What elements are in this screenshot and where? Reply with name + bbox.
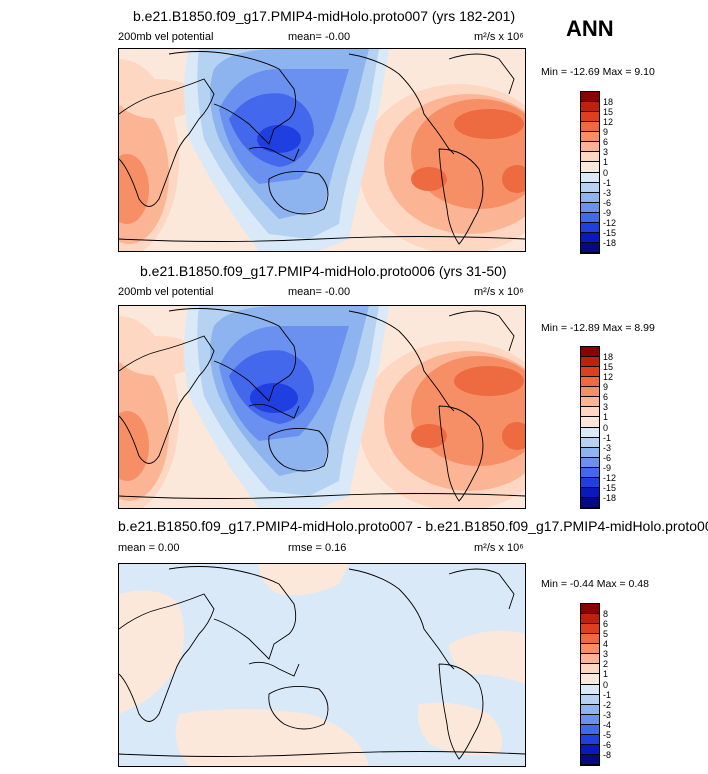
- panel-3-colorbar: 8 6 5 4 3 2 1 0 -1 -2 -3 -4 -5 -6 -8: [580, 603, 611, 766]
- colorbar-label: 15: [603, 107, 614, 117]
- colorbar-label: 9: [603, 382, 609, 392]
- colorbar-label: -3: [603, 710, 612, 720]
- colorbar-label: 18: [603, 352, 614, 362]
- colorbar-label: 12: [603, 372, 614, 382]
- colorbar-label: 0: [603, 680, 609, 690]
- colorbar-label: -9: [603, 208, 612, 218]
- panel-1-units: m²/s x 10⁶: [474, 31, 524, 43]
- panel-2-center-label: mean= -0.00: [288, 286, 351, 298]
- colorbar-label: -6: [603, 740, 612, 750]
- colorbar-label: 0: [603, 168, 609, 178]
- colorbar-label: -12: [603, 473, 617, 483]
- colorbar-label: 6: [603, 392, 609, 402]
- colorbar-label: 1: [603, 157, 609, 167]
- colorbar-label: 2: [603, 659, 609, 669]
- panel-3-map: [118, 563, 526, 767]
- panel-1-minmax: Min = -12.69 Max = 9.10: [541, 66, 655, 78]
- panel-3-mean-label: mean = 0.00: [118, 542, 180, 554]
- colorbar-label: -6: [603, 453, 612, 463]
- colorbar-label: -5: [603, 730, 612, 740]
- colorbar-label: -9: [603, 463, 612, 473]
- colorbar-label: -4: [603, 720, 612, 730]
- panel-2-left-label: 200mb vel potential: [118, 286, 214, 298]
- colorbar-label: -3: [603, 443, 612, 453]
- panel-2-minmax: Min = -12.89 Max = 8.99: [541, 322, 655, 334]
- colorbar-label: 1: [603, 412, 609, 422]
- colorbar-label: -18: [603, 493, 617, 503]
- panel-2-colorbar: 18 15 12 9 6 3 1 0 -1 -3 -6 -9 -12 -15 -…: [580, 346, 616, 509]
- panel-3-title: b.e21.B1850.f09_g17.PMIP4-midHolo.proto0…: [118, 518, 708, 534]
- colorbar-label: -12: [603, 218, 617, 228]
- colorbar-label: 1: [603, 669, 609, 679]
- season-label: ANN: [566, 16, 614, 41]
- colorbar-label: -6: [603, 198, 612, 208]
- panel-2-map: [118, 305, 526, 509]
- panel-1-center-label: mean= -0.00: [288, 31, 351, 43]
- panel-1-title: b.e21.B1850.f09_g17.PMIP4-midHolo.proto0…: [133, 8, 516, 24]
- colorbar-label: 6: [603, 137, 609, 147]
- panel-3-units: m²/s x 10⁶: [474, 542, 524, 554]
- panel-2-title: b.e21.B1850.f09_g17.PMIP4-midHolo.proto0…: [140, 263, 507, 279]
- colorbar-label: -3: [603, 188, 612, 198]
- colorbar-label: -15: [603, 228, 617, 238]
- colorbar-label: -8: [603, 750, 612, 760]
- colorbar-label: 12: [603, 117, 614, 127]
- panel-3-minmax: Min = -0.44 Max = 0.48: [541, 578, 649, 590]
- colorbar-label: -1: [603, 433, 612, 443]
- colorbar-label: -18: [603, 238, 617, 248]
- colorbar-label: -1: [603, 178, 612, 188]
- colorbar-label: -2: [603, 700, 612, 710]
- panel-1-map: [118, 48, 526, 252]
- panel-2-units: m²/s x 10⁶: [474, 286, 524, 298]
- colorbar-label: 3: [603, 147, 609, 157]
- colorbar-label: 15: [603, 362, 614, 372]
- colorbar-label: 0: [603, 423, 609, 433]
- colorbar-label: -15: [603, 483, 617, 493]
- panel-3-rmse-label: rmse = 0.16: [288, 542, 347, 554]
- colorbar-label: 3: [603, 402, 609, 412]
- panel-1-left-label: 200mb vel potential: [118, 31, 214, 43]
- colorbar-label: 9: [603, 127, 609, 137]
- colorbar-label: -1: [603, 690, 612, 700]
- colorbar-label: 8: [603, 609, 609, 619]
- colorbar-label: 3: [603, 649, 609, 659]
- colorbar-label: 5: [603, 629, 609, 639]
- colorbar-label: 18: [603, 97, 614, 107]
- colorbar-label: 4: [603, 639, 609, 649]
- colorbar-label: 6: [603, 619, 609, 629]
- panel-1-colorbar: 18 15 12 9 6 3 1 0 -1 -3 -6 -9 -12 -15 -…: [580, 91, 616, 254]
